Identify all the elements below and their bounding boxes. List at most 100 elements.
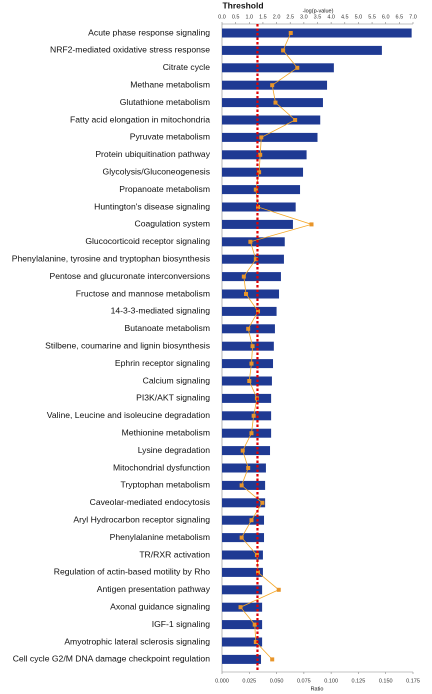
category-label: Methionine metabolism	[122, 427, 210, 437]
ratio-marker	[293, 118, 298, 122]
bottom-tick-label: 0.050	[270, 678, 284, 684]
category-label: Pentose and glucuronate interconversions	[49, 271, 210, 281]
bar	[222, 45, 382, 55]
ratio-marker	[238, 605, 243, 610]
ratio-marker	[253, 257, 258, 262]
top-tick-label: 4.0	[327, 14, 335, 20]
bottom-tick-label: 0.175	[406, 678, 420, 684]
bar	[222, 167, 304, 177]
category-label: Caveolar-mediated endocytosis	[90, 497, 210, 507]
bar	[222, 272, 281, 282]
category-label: Huntington's disease signaling	[94, 201, 210, 211]
bottom-tick-label: 0.150	[379, 678, 393, 684]
bar	[222, 150, 307, 160]
category-label: Glucocorticoid receptor signaling	[85, 236, 210, 246]
category-label: Coagulation system	[135, 219, 210, 229]
category-label: Cell cycle G2/M DNA damage checkpoint re…	[13, 654, 210, 664]
category-label: PI3K/AKT signaling	[136, 393, 210, 403]
top-tick-label: 6.0	[382, 14, 390, 20]
bar	[222, 498, 266, 508]
category-label: Aryl Hydrocarbon receptor signaling	[73, 514, 210, 524]
ratio-marker	[281, 48, 286, 53]
bar	[222, 132, 318, 142]
bar	[222, 550, 263, 560]
category-label: Butanoate metabolism	[124, 323, 210, 333]
category-label: 14-3-3-mediated signaling	[111, 306, 211, 316]
bar	[222, 80, 328, 90]
top-tick-label: 7.0	[409, 14, 417, 20]
top-tick-label: 6.5	[396, 14, 404, 20]
ratio-marker	[239, 483, 244, 488]
category-label: NRF2-mediated oxidative stress response	[50, 45, 210, 55]
category-label: Glycolysis/Gluconeogenesis	[103, 166, 210, 176]
ratio-marker	[256, 205, 261, 209]
bar	[222, 63, 334, 73]
bar	[222, 446, 271, 456]
category-label: Propanoate metabolism	[119, 184, 210, 194]
ratio-marker	[270, 657, 275, 662]
bar	[222, 428, 272, 438]
category-label: TR/RXR activation	[139, 549, 210, 559]
category-label: Citrate cycle	[163, 62, 210, 72]
ratio-marker	[256, 309, 261, 314]
bar	[222, 237, 285, 247]
category-label: Methane metabolism	[130, 79, 210, 89]
bottom-tick-label: 0.075	[297, 678, 311, 684]
ratio-marker	[309, 222, 314, 227]
bar	[222, 306, 277, 316]
top-tick-label: 1.5	[259, 14, 267, 20]
category-label: Phenylalanine metabolism	[110, 532, 210, 542]
bottom-tick-label: 0.125	[352, 678, 366, 684]
top-tick-label: 0.0	[218, 14, 226, 20]
bar	[222, 341, 274, 351]
category-label: Fatty acid elongation in mitochondria	[70, 114, 210, 124]
ratio-marker	[295, 65, 300, 70]
ratio-marker	[257, 170, 262, 175]
ratio-marker	[248, 239, 253, 244]
ratio-marker	[250, 344, 255, 349]
top-tick-label: 5.5	[368, 14, 376, 20]
ratio-marker	[273, 100, 278, 105]
category-label: Valine, Leucine and isoleucine degradati…	[47, 410, 210, 420]
bar	[222, 654, 262, 664]
bottom-tick-label: 0.100	[324, 678, 338, 684]
category-label: Pyruvate metabolism	[130, 132, 210, 142]
bar	[222, 411, 272, 421]
bar	[222, 254, 284, 264]
bar	[222, 376, 272, 386]
category-label: Glutathione metabolism	[120, 97, 210, 107]
bar	[222, 620, 263, 630]
bar	[222, 289, 280, 299]
top-tick-label: 4.5	[341, 14, 349, 20]
ratio-marker	[276, 587, 281, 592]
category-label: Fructose and mannose metabolism	[76, 288, 210, 298]
ratio-marker	[251, 413, 256, 418]
category-label: Protein ubiquitination pathway	[95, 149, 210, 159]
top-tick-label: 1.0	[245, 14, 253, 20]
bar	[222, 637, 263, 647]
ratio-marker	[239, 535, 244, 540]
category-label: Phenylalanine, tyrosine and tryptophan b…	[12, 253, 210, 263]
category-label: Tryptophan metabolism	[121, 480, 210, 490]
bar	[222, 463, 266, 473]
top-tick-label: 3.5	[314, 14, 322, 20]
threshold-label: Threshold	[222, 0, 263, 10]
top-tick-label: 5.0	[355, 14, 363, 20]
ratio-marker	[270, 83, 275, 88]
ratio-marker	[288, 31, 293, 35]
category-label: Mitochondrial dysfunction	[113, 462, 210, 472]
category-label: Axonal guidance signaling	[110, 601, 210, 611]
category-label: Regulation of actin-based motility by Rh…	[54, 567, 210, 577]
category-label: Calcium signaling	[143, 375, 211, 385]
bottom-tick-label: 0.000	[215, 678, 229, 684]
ratio-marker	[259, 135, 264, 140]
ratio-marker	[252, 622, 257, 627]
top-axis-title: -log(p-value)	[303, 8, 334, 14]
ratio-marker	[246, 326, 251, 331]
ratio-marker	[249, 431, 254, 436]
ratio-marker	[256, 570, 261, 575]
ratio-marker	[249, 361, 254, 366]
ratio-marker	[240, 448, 245, 453]
bar	[222, 585, 263, 595]
